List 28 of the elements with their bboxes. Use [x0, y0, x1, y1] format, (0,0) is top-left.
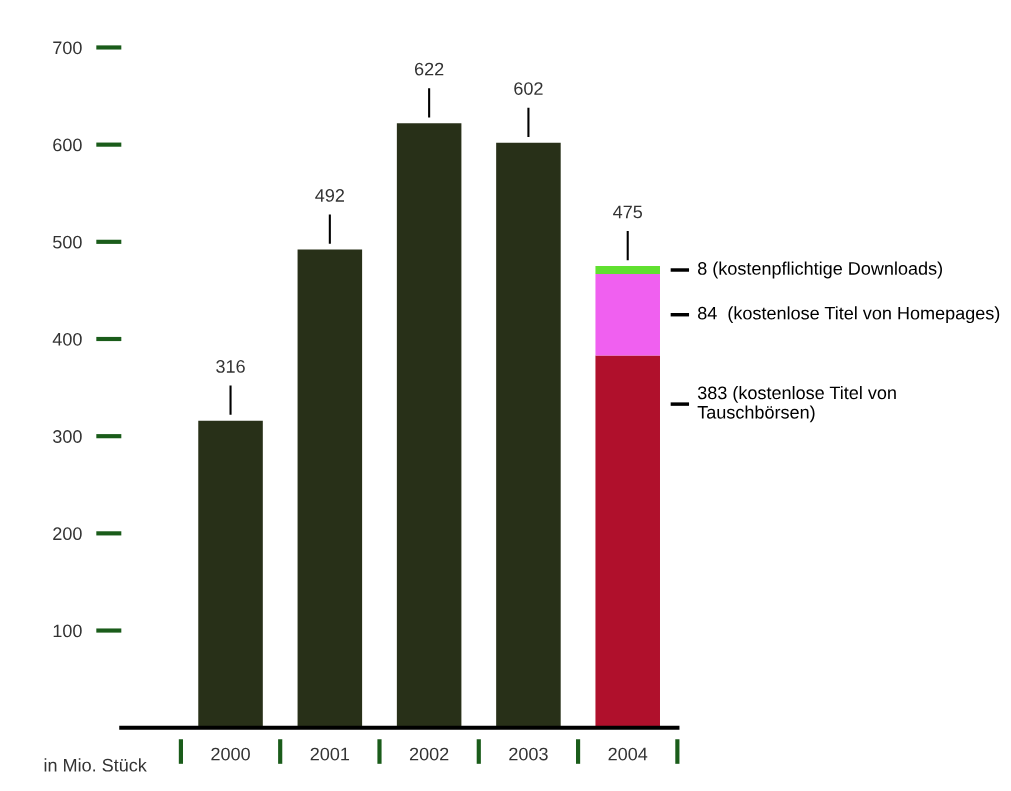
text: 84 (kostenlose Titel von Homepages) [698, 306, 1000, 324]
x-tick-label: 2001 [310, 747, 350, 761]
y-tick-label: 200 [53, 527, 82, 541]
total-label: 316 [216, 360, 245, 373]
total-label: 602 [514, 82, 543, 95]
bar [198, 420, 263, 728]
bar [595, 266, 660, 274]
bar [496, 142, 561, 728]
total-label: 475 [613, 205, 643, 219]
bar [595, 273, 660, 356]
x-tick-label: 2003 [509, 747, 548, 761]
text: 8 (kostenpflichtige Downloads) [698, 261, 942, 279]
bar [396, 123, 462, 728]
y-tick-label: 600 [53, 138, 82, 152]
bar [595, 355, 660, 728]
y-tick-label: 500 [53, 235, 82, 249]
total-label: 492 [315, 189, 344, 202]
x-tick-label: 2000 [211, 747, 250, 761]
text: 383 (kostenlose Titel von Tauschbörsen) [697, 385, 896, 423]
bar [297, 249, 363, 728]
x-tick-label: 2004 [608, 747, 648, 761]
total-label: 622 [414, 62, 444, 76]
x-axis-title: in Mio. Stück [44, 758, 147, 772]
y-tick-label: 700 [53, 41, 82, 55]
y-tick-label: 400 [52, 332, 82, 346]
x-tick-label: 2002 [409, 747, 449, 761]
y-tick-label: 100 [53, 624, 82, 638]
y-tick-label: 300 [53, 430, 82, 443]
